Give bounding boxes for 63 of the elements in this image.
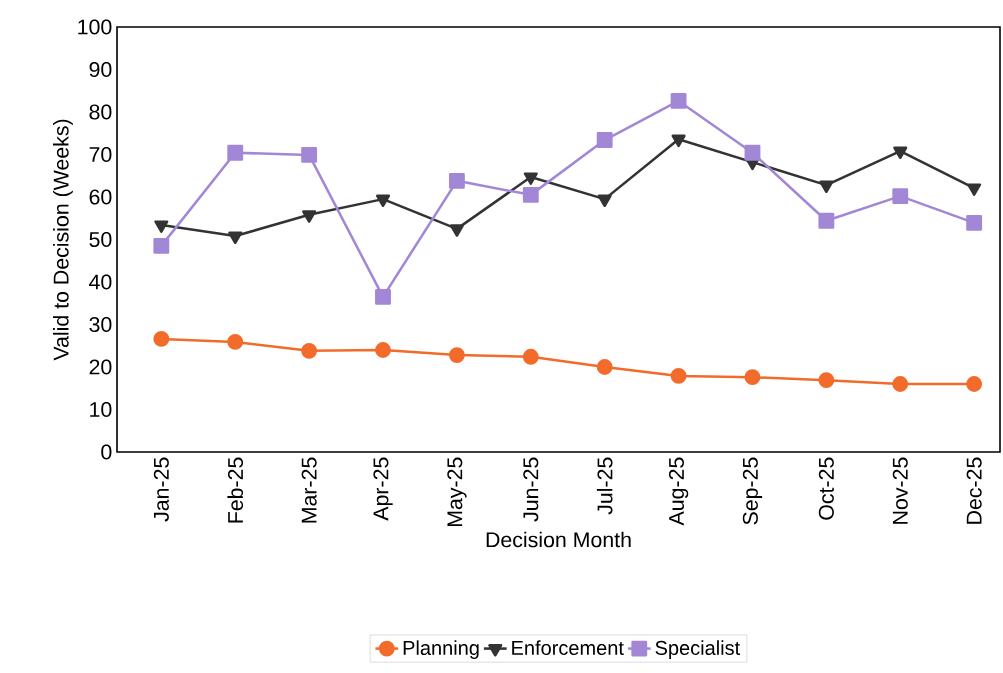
point — [522, 348, 539, 365]
y-tick-label: 10 — [90, 401, 112, 418]
y-tick-label: 40 — [89, 274, 112, 290]
y-axis-title: Valid to Decision (Weeks) — [53, 119, 73, 361]
point — [448, 172, 465, 189]
x-tick-label: Mar-25 — [301, 457, 317, 523]
point — [227, 144, 244, 161]
y-tick-label: 70 — [89, 146, 112, 163]
point — [448, 347, 465, 364]
point — [375, 288, 391, 305]
point — [893, 146, 908, 160]
x-tick-label: Jan-25 — [153, 457, 169, 522]
legend-label: Enforcement — [512, 640, 624, 656]
x-tick-label: Dec-25 — [966, 457, 982, 524]
point — [670, 93, 687, 109]
point — [523, 172, 538, 185]
point — [154, 220, 169, 233]
point — [596, 359, 613, 375]
point — [966, 376, 983, 392]
point — [967, 183, 982, 196]
point — [302, 210, 317, 223]
legend-label: Specialist — [655, 640, 741, 659]
point — [671, 134, 686, 148]
y-tick-label: 100 — [78, 19, 112, 35]
point — [228, 231, 243, 245]
x-tick-label: Jun-25 — [523, 457, 539, 522]
x-tick-label: Jul-25 — [596, 457, 613, 515]
point — [744, 369, 761, 386]
y-tick-label: 60 — [89, 189, 112, 205]
y-tick-label: 90 — [89, 61, 112, 78]
point — [301, 342, 318, 359]
point — [301, 146, 318, 163]
point — [227, 333, 244, 350]
y-tick-label: 80 — [89, 104, 112, 120]
point — [449, 224, 464, 237]
point — [818, 212, 835, 229]
point — [819, 180, 834, 194]
x-tick-label: Sep-25 — [742, 457, 763, 525]
point — [596, 132, 613, 148]
point — [153, 331, 170, 347]
y-tick-label: 30 — [89, 316, 112, 333]
point — [966, 214, 983, 231]
point — [375, 342, 391, 358]
point — [597, 194, 612, 208]
x-axis-title: Decision Month — [486, 531, 631, 548]
y-tick-label: 20 — [89, 359, 112, 375]
point — [818, 372, 835, 389]
point — [670, 367, 687, 384]
x-tick-label: Feb-25 — [227, 457, 244, 523]
x-tick-label: Apr-25 — [373, 457, 393, 521]
x-tick-label: Nov-25 — [892, 457, 908, 524]
point — [892, 376, 909, 392]
legend-label: Planning — [403, 640, 479, 659]
point — [375, 194, 391, 208]
y-tick-label: 0 — [101, 444, 112, 460]
x-tick-label: Aug-25 — [668, 457, 689, 526]
y-tick-label: 50 — [89, 231, 112, 248]
x-tick-label: May-25 — [447, 457, 467, 527]
x-tick-label: Oct-25 — [818, 457, 834, 520]
point — [153, 237, 170, 254]
point — [744, 144, 761, 161]
point — [522, 186, 539, 203]
point — [892, 188, 909, 205]
